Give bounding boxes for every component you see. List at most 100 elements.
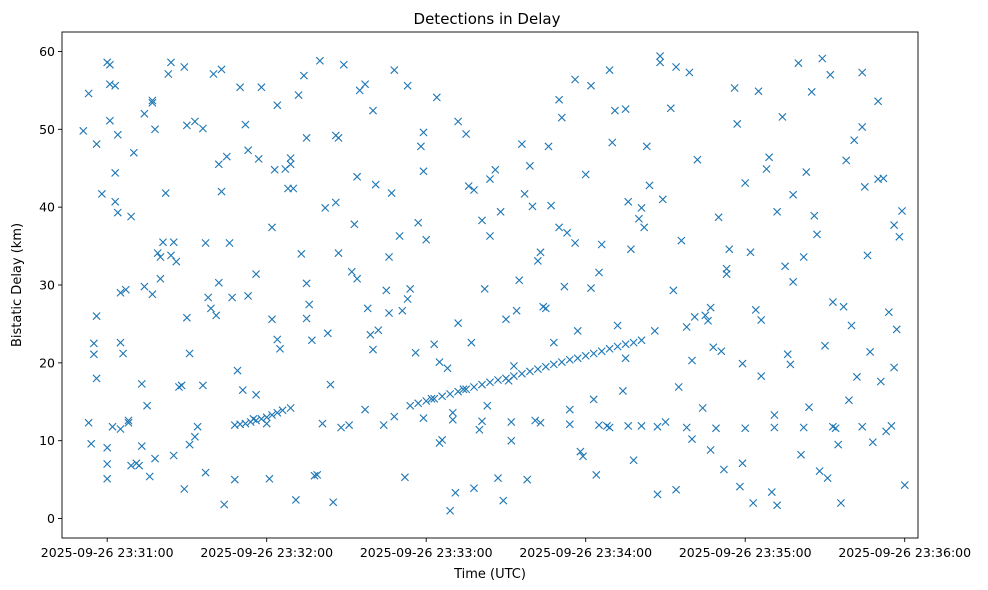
data-point bbox=[626, 245, 635, 254]
data-point bbox=[334, 249, 343, 258]
data-point bbox=[145, 472, 154, 481]
data-point bbox=[334, 133, 343, 142]
data-point bbox=[685, 68, 694, 77]
data-point bbox=[834, 440, 843, 449]
y-axis-label: Bistatic Delay (km) bbox=[10, 223, 25, 347]
data-point bbox=[866, 347, 875, 356]
data-point bbox=[305, 300, 314, 309]
data-point bbox=[446, 506, 455, 515]
data-point bbox=[826, 70, 835, 79]
x-tick-label: 2025-09-26 23:34:00 bbox=[519, 545, 652, 560]
data-point bbox=[446, 390, 455, 398]
data-point bbox=[238, 386, 247, 395]
data-point bbox=[581, 170, 590, 179]
data-point bbox=[448, 415, 457, 424]
data-point bbox=[757, 316, 766, 324]
data-point bbox=[605, 423, 614, 432]
x-tick-label: 2025-09-26 23:32:00 bbox=[200, 545, 333, 560]
data-point bbox=[836, 499, 845, 507]
data-point bbox=[169, 451, 178, 460]
data-point bbox=[810, 211, 819, 220]
data-point bbox=[105, 60, 114, 69]
data-point bbox=[653, 490, 662, 499]
data-point bbox=[863, 251, 872, 260]
data-point bbox=[438, 392, 447, 401]
data-point bbox=[369, 106, 377, 115]
data-point bbox=[329, 498, 338, 507]
data-point bbox=[749, 499, 758, 507]
data-point bbox=[735, 482, 744, 491]
data-point bbox=[124, 416, 133, 425]
data-point bbox=[502, 315, 510, 324]
data-point bbox=[276, 344, 284, 353]
data-point bbox=[757, 372, 766, 381]
data-point bbox=[214, 278, 223, 287]
data-point bbox=[467, 338, 476, 347]
data-point bbox=[738, 459, 747, 468]
data-point bbox=[236, 83, 245, 92]
data-point bbox=[581, 351, 590, 360]
data-point bbox=[486, 378, 494, 387]
data-point bbox=[395, 232, 404, 240]
y-tick-label: 50 bbox=[39, 122, 55, 137]
data-point bbox=[180, 485, 189, 493]
data-point bbox=[291, 495, 300, 504]
data-point bbox=[557, 113, 566, 122]
data-point bbox=[198, 124, 207, 133]
data-point bbox=[89, 339, 98, 348]
data-point bbox=[337, 423, 346, 432]
data-point bbox=[448, 408, 457, 417]
data-point bbox=[310, 471, 319, 480]
data-point bbox=[706, 446, 715, 454]
data-point bbox=[815, 467, 824, 476]
data-point bbox=[443, 364, 452, 373]
data-point bbox=[802, 168, 811, 177]
data-point bbox=[427, 394, 436, 403]
data-point bbox=[494, 376, 502, 384]
data-point bbox=[807, 87, 816, 96]
data-point bbox=[499, 496, 508, 505]
data-point bbox=[111, 197, 120, 206]
data-point bbox=[103, 460, 112, 468]
data-point bbox=[698, 404, 707, 412]
data-point bbox=[353, 274, 362, 283]
data-point bbox=[821, 341, 829, 350]
data-point bbox=[637, 203, 646, 212]
data-point bbox=[818, 54, 827, 63]
data-point bbox=[496, 207, 505, 216]
data-point bbox=[895, 232, 904, 241]
data-point bbox=[900, 481, 909, 490]
data-point bbox=[781, 262, 790, 271]
data-point bbox=[172, 257, 181, 266]
data-markers bbox=[79, 52, 909, 515]
data-point bbox=[531, 416, 540, 425]
data-point bbox=[153, 249, 162, 258]
data-point bbox=[525, 161, 534, 170]
data-point bbox=[198, 381, 207, 390]
data-point bbox=[406, 284, 415, 293]
data-point bbox=[682, 323, 691, 331]
data-point bbox=[284, 184, 292, 193]
data-point bbox=[206, 304, 215, 313]
data-point bbox=[273, 335, 282, 344]
data-point bbox=[491, 165, 500, 174]
data-point bbox=[156, 253, 165, 261]
data-point bbox=[167, 251, 175, 260]
data-point bbox=[890, 221, 899, 230]
data-point bbox=[201, 239, 210, 247]
data-point bbox=[318, 419, 327, 428]
data-point bbox=[294, 91, 303, 100]
data-point bbox=[169, 238, 178, 247]
data-point bbox=[161, 189, 170, 198]
data-point bbox=[805, 403, 813, 412]
data-point bbox=[416, 142, 425, 151]
data-point bbox=[637, 421, 646, 430]
data-point bbox=[688, 435, 696, 444]
data-point bbox=[326, 380, 335, 389]
data-point bbox=[387, 189, 396, 198]
data-point bbox=[656, 58, 665, 67]
data-point bbox=[419, 414, 428, 423]
data-point bbox=[390, 412, 399, 421]
data-point bbox=[573, 326, 582, 335]
data-point bbox=[544, 142, 553, 151]
